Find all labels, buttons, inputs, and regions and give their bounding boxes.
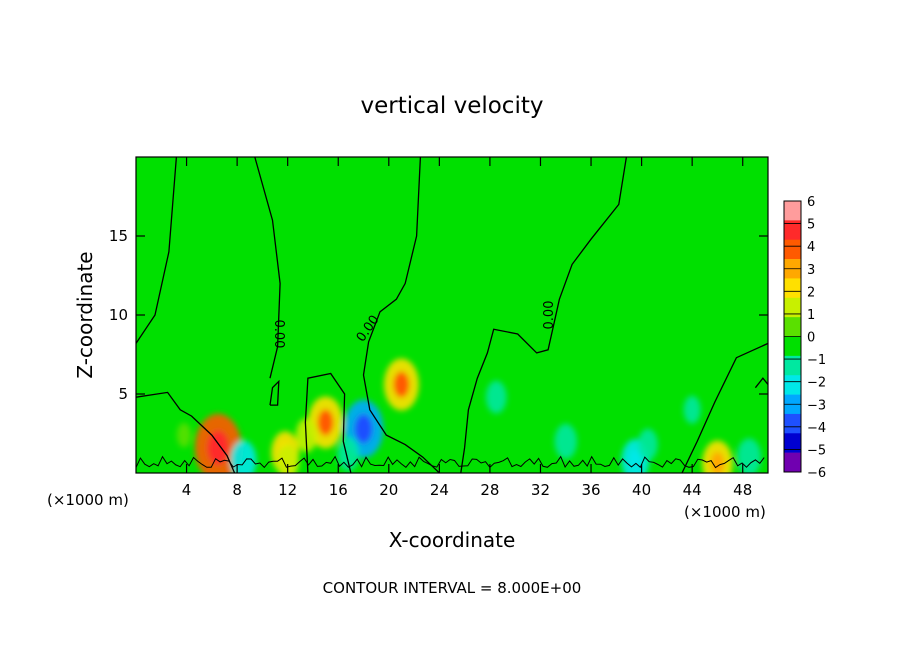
field-feature-core (354, 414, 373, 444)
colorbar-swatch (784, 201, 801, 221)
contour-line (254, 157, 281, 379)
colorbar-label: −5 (807, 443, 826, 458)
contour-lines (136, 157, 768, 473)
colorbar-label: −2 (807, 376, 826, 391)
x-tick-label: 12 (278, 481, 297, 499)
colorbar: 6 5 4 3 2 1 0 −1 −2 −3 −4 −5 −6 (783, 195, 826, 481)
contour-line (269, 379, 280, 406)
plot-background (136, 157, 768, 473)
colorbar-swatch (784, 317, 801, 337)
x-tick-label: 36 (581, 481, 600, 499)
colorbar-swatch (784, 433, 801, 453)
field-feature-core (207, 430, 229, 465)
field-feature (176, 422, 192, 448)
colorbar-label: 5 (807, 218, 815, 233)
field-feature-core (710, 452, 725, 473)
contour-line (304, 372, 352, 473)
contour-line-surface (136, 455, 765, 469)
colorbar-label: 4 (807, 240, 815, 255)
field-feature (622, 319, 636, 343)
x-tick-label: 4 (182, 481, 192, 499)
y-tick-label: 5 (118, 385, 128, 403)
colorbar-swatch (784, 220, 801, 241)
contour-label: 0.00 (542, 301, 557, 330)
field-feature (276, 444, 299, 473)
contour-line (362, 157, 440, 473)
x-tick-label: 20 (379, 481, 398, 499)
colorbar-swatch (784, 239, 801, 260)
colorbar-label: −6 (807, 466, 826, 481)
colorbar-label: −3 (807, 398, 826, 413)
y-axis: 5 10 15 (109, 227, 768, 403)
x-axis-unit-left: (×1000 m) (47, 491, 129, 509)
field-feature (383, 242, 395, 262)
field-feature-core (317, 409, 334, 436)
colorbar-label: 0 (807, 331, 815, 346)
x-tick-label: 44 (683, 481, 702, 499)
x-axis: 4 8 12 16 20 24 28 32 36 40 44 48 (182, 157, 752, 499)
contour-label: 0.00 (271, 319, 286, 348)
colorbar-swatch (784, 452, 801, 473)
colorbar-label: 1 (807, 308, 815, 323)
field-feature (495, 271, 510, 296)
field-feature (432, 287, 447, 311)
field-feature (554, 423, 577, 459)
colorbar-swatch (784, 336, 801, 357)
colorbar-label: 3 (807, 263, 815, 278)
colorbar-label: 6 (807, 195, 815, 210)
x-axis-label: X-coordinate (389, 528, 516, 552)
x-tick-label: 8 (232, 481, 242, 499)
y-axis-label: Z-coordinate (73, 251, 97, 378)
colorbar-swatch (784, 297, 801, 318)
contour-line (460, 157, 628, 473)
colorbar-label: 2 (807, 285, 815, 300)
x-tick-label: 16 (329, 481, 348, 499)
colorbar-swatch (784, 355, 801, 376)
field-feature (337, 437, 360, 472)
contour-line (754, 377, 768, 389)
contour-interval-note: CONTOUR INTERVAL = 8.000E+00 (323, 579, 582, 597)
colorbar-label: −4 (807, 421, 826, 436)
chart-title: vertical velocity (361, 93, 544, 119)
contour-line (136, 157, 178, 344)
x-tick-label: 40 (632, 481, 651, 499)
x-tick-label: 24 (430, 481, 449, 499)
field-feature (638, 428, 658, 461)
velocity-field (176, 242, 762, 473)
x-tick-label: 28 (480, 481, 499, 499)
colorbar-label: −1 (807, 353, 826, 368)
field-feature (683, 395, 701, 424)
colorbar-swatch (784, 413, 801, 434)
colorbar-swatch (784, 278, 801, 299)
plot-area (136, 157, 768, 473)
contour-line (136, 391, 236, 473)
x-tick-label: 48 (733, 481, 752, 499)
y-tick-label: 10 (109, 306, 128, 324)
y-tick-label: 15 (109, 227, 128, 245)
field-feature (485, 380, 507, 414)
x-axis-unit-right: (×1000 m) (684, 503, 766, 521)
colorbar-swatch (784, 375, 801, 395)
field-feature (736, 438, 762, 473)
x-tick-label: 32 (531, 481, 550, 499)
field-feature-core (393, 371, 410, 398)
contour-line (681, 342, 768, 473)
